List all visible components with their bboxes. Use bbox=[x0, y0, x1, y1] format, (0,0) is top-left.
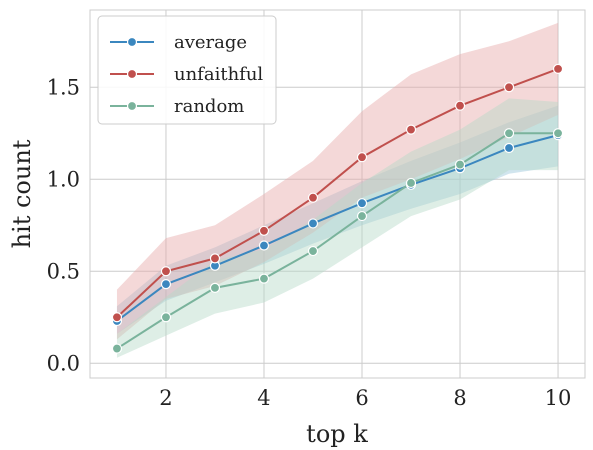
random-point bbox=[258, 273, 270, 284]
legend-marker-random bbox=[126, 100, 138, 112]
x-tick-labels: 2 4 6 8 10 bbox=[159, 386, 571, 410]
legend-marker-average bbox=[126, 36, 138, 48]
y-axis-label: hit count bbox=[8, 139, 36, 248]
legend: average unfaithful random bbox=[97, 15, 277, 125]
random-band bbox=[116, 98, 559, 358]
average-line bbox=[116, 134, 559, 322]
legend-label-unfaithful: unfaithful bbox=[174, 64, 263, 85]
legend-label-average: average bbox=[174, 32, 247, 53]
unfaithful-point bbox=[405, 124, 417, 135]
x-tick-label: 6 bbox=[355, 386, 368, 410]
unfaithful-point bbox=[454, 100, 466, 111]
y-tick-label: 0.5 bbox=[47, 259, 80, 283]
random-point bbox=[552, 128, 564, 139]
random-line bbox=[116, 132, 559, 350]
unfaithful-point bbox=[307, 192, 319, 203]
random-point bbox=[111, 343, 123, 354]
series-lines bbox=[116, 67, 559, 350]
random-point bbox=[307, 245, 319, 257]
average-point bbox=[160, 279, 172, 290]
unfaithful-point bbox=[552, 63, 564, 74]
average-band bbox=[116, 105, 559, 334]
unfaithful-point bbox=[503, 82, 515, 93]
legend-marker-unfaithful bbox=[126, 68, 138, 80]
average-point bbox=[503, 142, 515, 154]
unfaithful-point bbox=[160, 266, 172, 277]
y-tick-labels: 0.0 0.5 1.0 1.5 bbox=[47, 75, 80, 375]
x-tick-label: 2 bbox=[159, 386, 172, 410]
series-markers bbox=[111, 63, 564, 354]
x-tick-label: 4 bbox=[257, 386, 270, 410]
random-point bbox=[503, 128, 515, 139]
random-point bbox=[454, 159, 466, 170]
x-axis-label: top k bbox=[306, 420, 368, 448]
unfaithful-line bbox=[116, 67, 559, 319]
y-tick-label: 1.0 bbox=[47, 167, 80, 191]
unfaithful-point bbox=[258, 225, 270, 236]
y-tick-label: 0.0 bbox=[47, 351, 80, 375]
random-point bbox=[405, 177, 417, 189]
random-point bbox=[356, 210, 368, 222]
x-tick-label: 10 bbox=[545, 386, 572, 410]
unfaithful-point bbox=[209, 253, 221, 264]
unfaithful-point bbox=[111, 312, 123, 323]
legend-label-random: random bbox=[174, 96, 244, 117]
x-tick-label: 8 bbox=[453, 386, 466, 410]
random-point bbox=[160, 312, 172, 323]
y-tick-label: 1.5 bbox=[47, 75, 80, 99]
average-point bbox=[356, 198, 368, 209]
random-point bbox=[209, 282, 221, 293]
average-point bbox=[307, 218, 319, 229]
unfaithful-point bbox=[356, 152, 368, 163]
average-point bbox=[258, 240, 270, 251]
